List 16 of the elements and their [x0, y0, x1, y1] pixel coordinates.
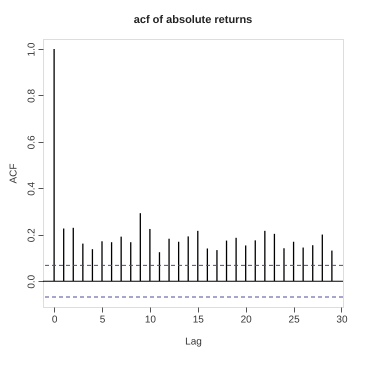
y-tick-label: 0.6	[26, 134, 38, 150]
y-tick-label: 0.2	[26, 228, 38, 242]
y-tick-label: 0.8	[26, 88, 38, 103]
x-tick-label: 10	[144, 314, 156, 326]
x-tick-label: 0	[52, 314, 58, 326]
y-tick-label: 0.4	[26, 181, 38, 196]
y-tick-label: 1.0	[26, 42, 38, 56]
x-tick-label: 25	[288, 314, 300, 326]
x-tick-label: 5	[100, 314, 106, 326]
x-tick-label: 15	[192, 314, 204, 326]
chart-title: acf of absolute returns	[134, 14, 252, 26]
x-tick-label: 30	[336, 314, 348, 326]
x-axis-title: Lag	[185, 336, 202, 348]
y-tick-label: 0.0	[26, 274, 38, 289]
x-tick-label: 20	[240, 314, 252, 326]
y-axis-title: ACF	[8, 164, 20, 184]
